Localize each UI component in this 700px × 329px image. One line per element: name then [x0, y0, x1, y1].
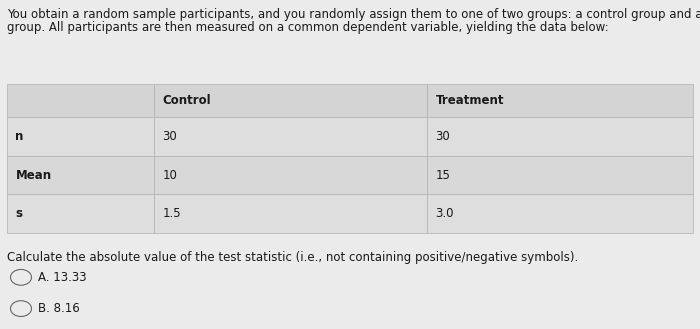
Text: 10: 10 [162, 168, 177, 182]
Text: group. All participants are then measured on a common dependent variable, yieldi: group. All participants are then measure… [7, 21, 608, 35]
Bar [427, 156, 693, 194]
Bar [7, 156, 154, 194]
Text: Calculate the absolute value of the test statistic (i.e., not containing positiv: Calculate the absolute value of the test… [7, 251, 578, 265]
Text: 15: 15 [435, 168, 450, 182]
Bar [154, 84, 427, 117]
Text: Mean: Mean [15, 168, 52, 182]
Text: s: s [15, 207, 22, 220]
Bar [427, 117, 693, 156]
Bar [427, 84, 693, 117]
Bar [154, 117, 427, 156]
Text: You obtain a random sample participants, and you randomly assign them to one of : You obtain a random sample participants,… [7, 8, 700, 21]
Text: 1.5: 1.5 [162, 207, 181, 220]
Text: Control: Control [162, 94, 211, 107]
Text: n: n [15, 130, 24, 143]
Text: B. 8.16: B. 8.16 [38, 302, 80, 315]
Bar [427, 194, 693, 233]
Bar [154, 156, 427, 194]
Bar [7, 194, 154, 233]
Bar [7, 117, 154, 156]
Text: A. 13.33: A. 13.33 [38, 271, 87, 284]
Bar [7, 84, 154, 117]
Text: Treatment: Treatment [435, 94, 504, 107]
Text: 3.0: 3.0 [435, 207, 454, 220]
Bar [154, 194, 427, 233]
Text: 30: 30 [435, 130, 450, 143]
Text: 30: 30 [162, 130, 177, 143]
